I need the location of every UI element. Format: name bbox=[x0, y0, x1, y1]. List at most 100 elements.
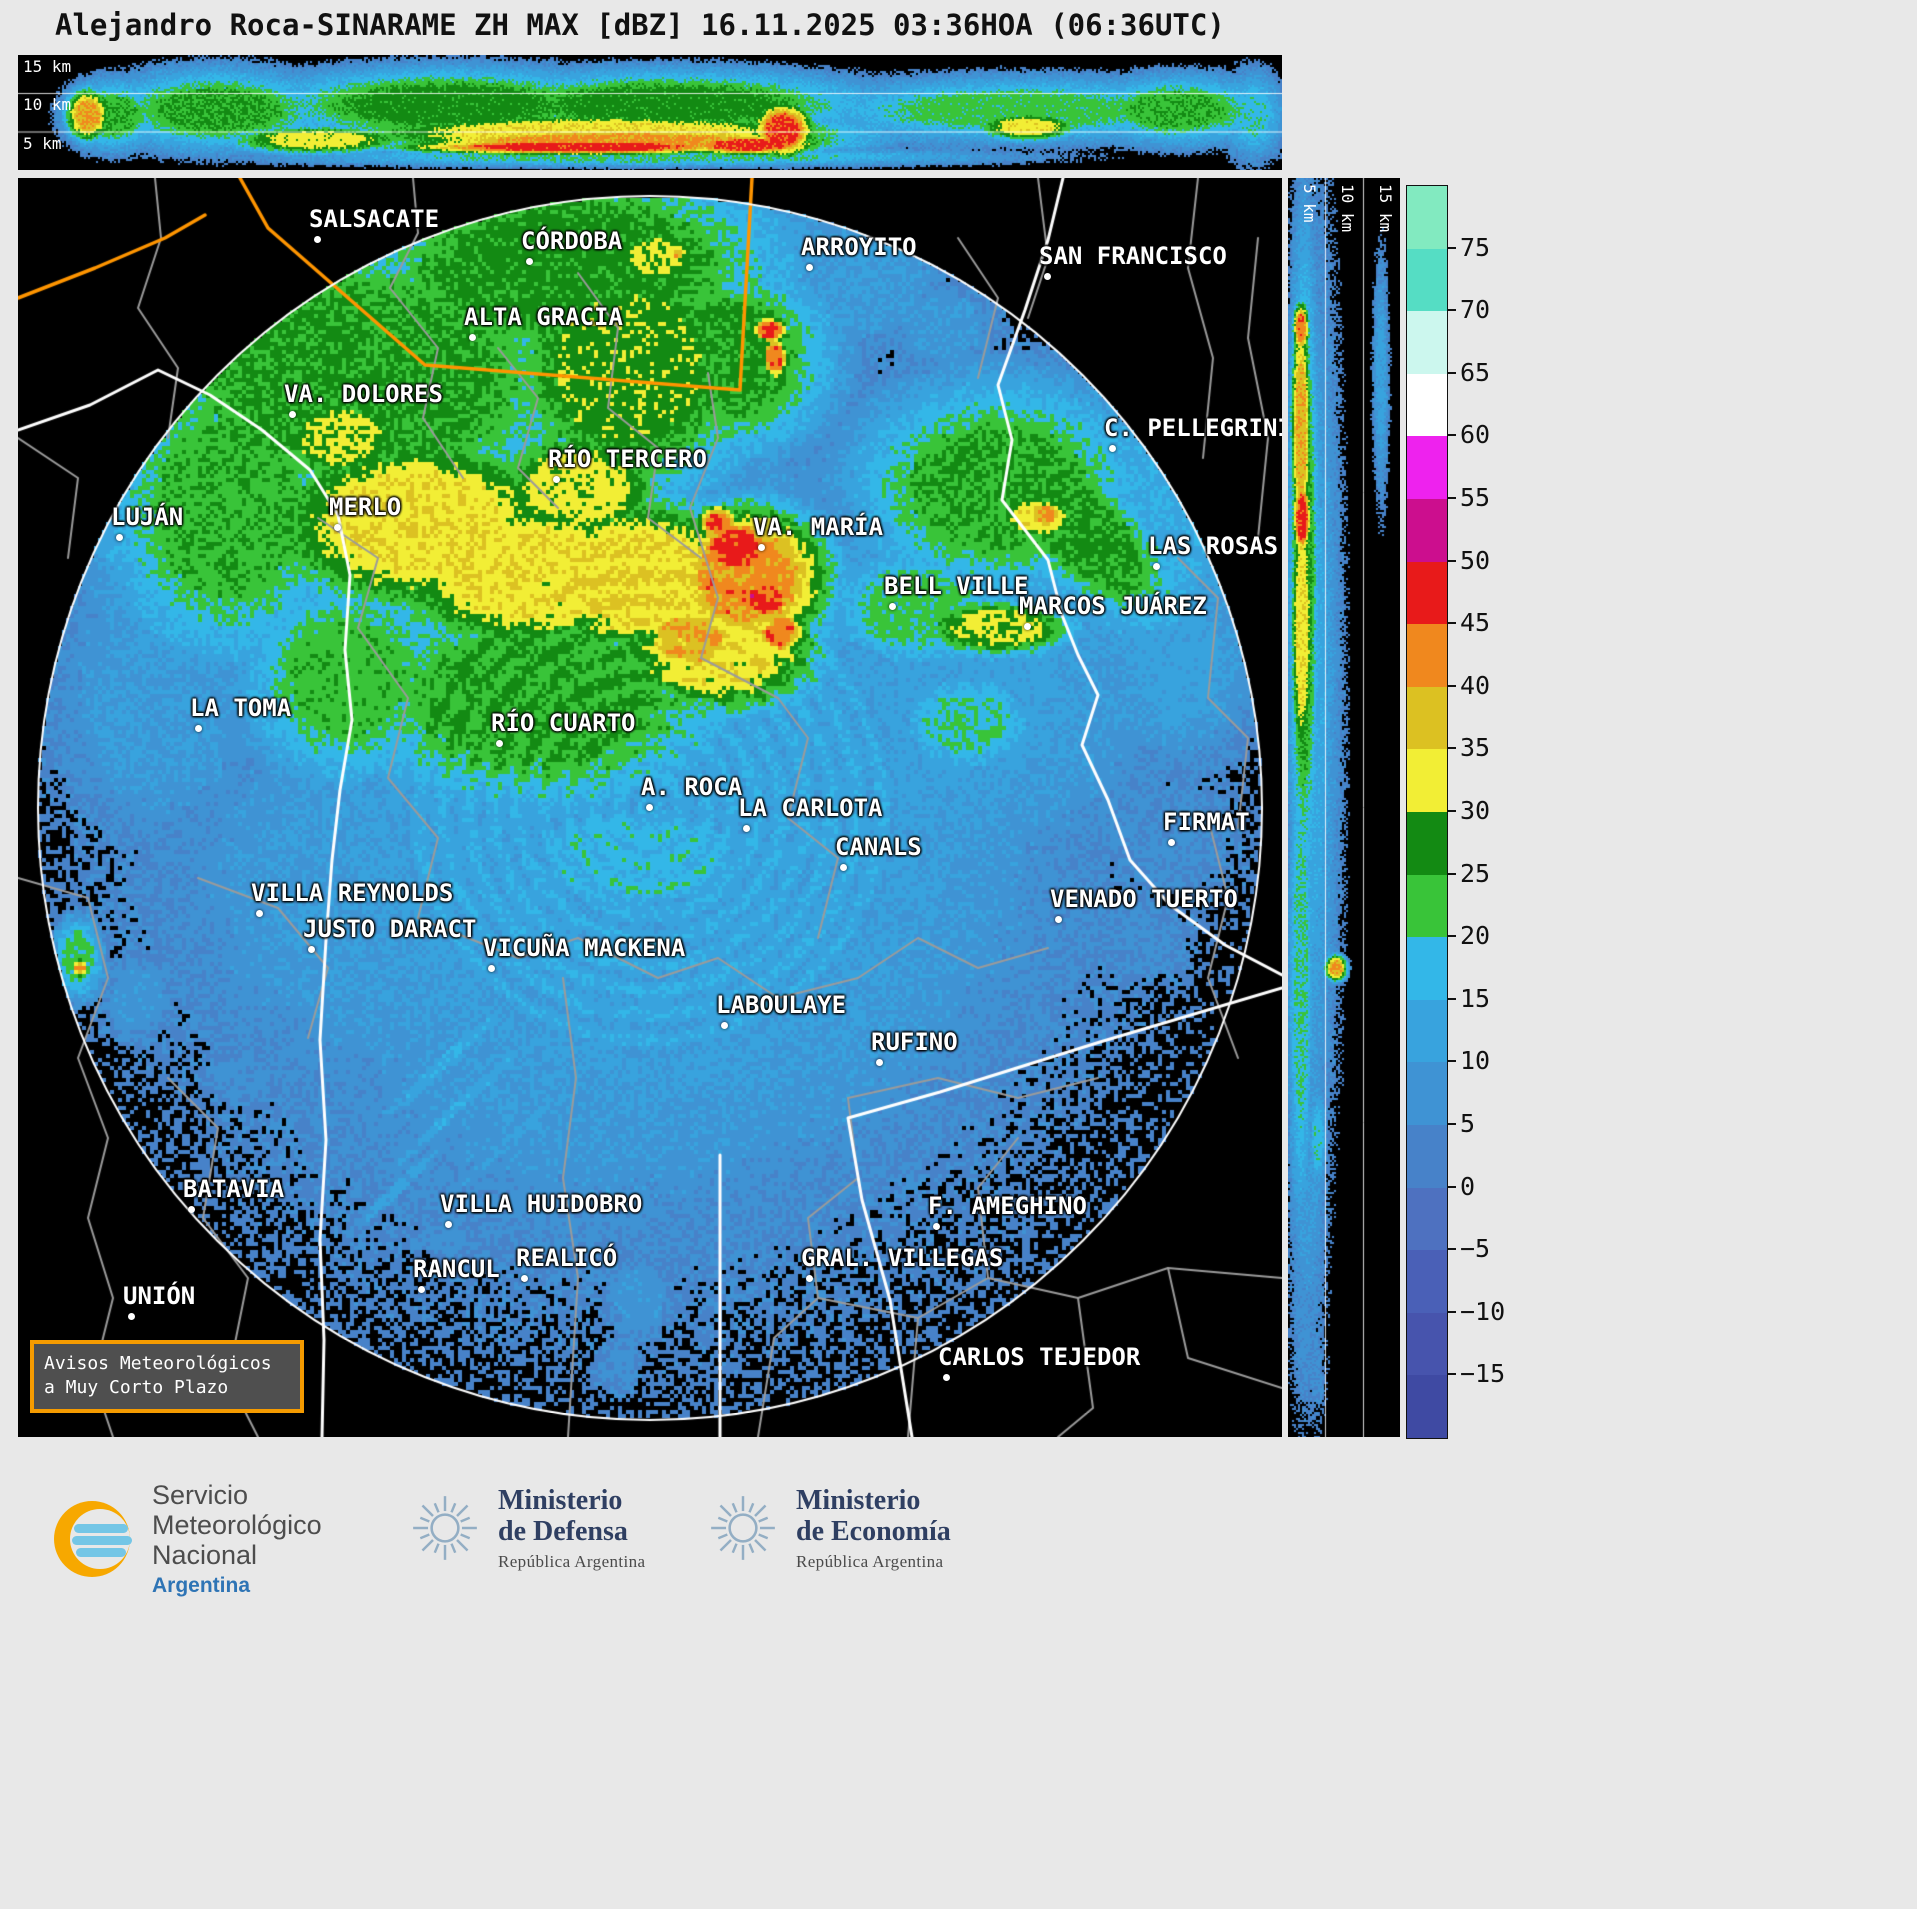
colorbar-segment bbox=[1407, 999, 1447, 1063]
warning-box: Avisos Meteorológicos a Muy Corto Plazo bbox=[30, 1340, 304, 1413]
city-label: SALSACATE bbox=[309, 205, 440, 233]
city-dot-icon bbox=[743, 825, 750, 832]
city-label: REALICÓ bbox=[516, 1244, 618, 1272]
city-label: ALTA GRACIA bbox=[464, 303, 623, 331]
city-marker: GRAL. VILLEGAS bbox=[801, 1244, 1003, 1282]
colorbar-tick-label: 30 bbox=[1460, 796, 1491, 825]
colorbar-tick-mark bbox=[1447, 872, 1456, 875]
city-dot-icon bbox=[256, 910, 263, 917]
city-dot-icon bbox=[721, 1022, 728, 1029]
city-label: CÓRDOBA bbox=[521, 227, 623, 255]
city-label: FIRMAT bbox=[1163, 808, 1250, 836]
city-dot-icon bbox=[418, 1286, 425, 1293]
colorbar-segment bbox=[1407, 874, 1447, 938]
colorbar-segment bbox=[1407, 1375, 1447, 1438]
city-label: LAS ROSAS bbox=[1148, 532, 1279, 560]
colorbar-segment bbox=[1407, 1250, 1447, 1313]
colorbar-segment bbox=[1407, 561, 1447, 625]
city-label: RÍO CUARTO bbox=[491, 709, 636, 737]
city-marker: LA TOMA bbox=[190, 694, 291, 732]
right-cross-section-panel: 5 km 10 km 15 km bbox=[1288, 178, 1400, 1437]
defensa-line3: República Argentina bbox=[498, 1551, 646, 1571]
city-marker: LABOULAYE bbox=[716, 991, 846, 1029]
city-marker: BATAVIA bbox=[183, 1175, 284, 1213]
city-label: BELL VILLE bbox=[884, 572, 1029, 600]
city-dot-icon bbox=[334, 524, 341, 531]
city-dot-icon bbox=[1055, 916, 1062, 923]
sun-ray bbox=[419, 1516, 430, 1524]
city-label: RÍO TERCERO bbox=[548, 445, 707, 473]
smn-text: Servicio Meteorológico Nacional Argentin… bbox=[152, 1480, 322, 1598]
colorbar-tick-mark bbox=[1447, 559, 1456, 562]
colorbar-segment bbox=[1407, 686, 1447, 750]
smn-line4: Argentina bbox=[152, 1573, 251, 1597]
sun-ray bbox=[731, 1503, 738, 1514]
colorbar-segment bbox=[1407, 749, 1447, 812]
colorbar-tick-mark bbox=[1447, 1060, 1456, 1063]
smn-logo-block: Servicio Meteorológico Nacional Argentin… bbox=[52, 1480, 322, 1598]
city-marker: ARROYITO bbox=[801, 233, 917, 271]
colorbar-tick-label: 5 bbox=[1460, 1109, 1476, 1138]
city-dot-icon bbox=[943, 1374, 950, 1381]
city-dot-icon bbox=[128, 1313, 135, 1320]
city-label: VICUÑA MACKENA bbox=[483, 934, 686, 962]
city-label: VA. DOLORES bbox=[284, 380, 443, 408]
defensa-text: Ministerio de Defensa República Argentin… bbox=[498, 1485, 646, 1572]
colorbar-tick-mark bbox=[1447, 747, 1456, 750]
colorbar-tick-mark bbox=[1447, 810, 1456, 812]
colorbar-segment bbox=[1407, 436, 1447, 499]
colorbar-tick-label: 60 bbox=[1460, 420, 1491, 450]
sun-ray bbox=[456, 1539, 469, 1552]
city-dot-icon bbox=[553, 476, 560, 483]
sun-ray bbox=[450, 1543, 457, 1554]
colorbar-segment bbox=[1407, 248, 1447, 312]
city-dot-icon bbox=[840, 864, 847, 871]
sun-ray bbox=[419, 1533, 430, 1540]
sun-ray bbox=[717, 1533, 728, 1540]
city-dot-icon bbox=[469, 334, 476, 341]
right-cross-section-canvas bbox=[1288, 178, 1400, 1437]
sun-ray bbox=[433, 1503, 440, 1514]
colorbar-tick-label: 20 bbox=[1460, 921, 1491, 951]
colorbar-tick-mark bbox=[1447, 997, 1456, 1000]
colorbar-tick-mark bbox=[1447, 1248, 1456, 1251]
colorbar-segment bbox=[1407, 311, 1447, 374]
colorbar-segment bbox=[1407, 1062, 1447, 1125]
colorbar-tick-label: 40 bbox=[1460, 670, 1491, 700]
city-marker: CARLOS TEJEDOR bbox=[938, 1343, 1140, 1381]
city-label: UNIÓN bbox=[123, 1282, 196, 1310]
sun-ray bbox=[731, 1543, 738, 1554]
city-label: C. PELLEGRINI bbox=[1104, 414, 1282, 442]
economia-line2: de Economía bbox=[796, 1516, 951, 1548]
sun-ray bbox=[719, 1539, 732, 1552]
city-marker: CANALS bbox=[835, 833, 922, 871]
city-label: RANCUL bbox=[413, 1255, 500, 1283]
city-label: CARLOS TEJEDOR bbox=[938, 1343, 1141, 1371]
city-label: GRAL. VILLEGAS bbox=[801, 1244, 1004, 1272]
colorbar-tick-label: 50 bbox=[1460, 545, 1491, 575]
city-marker: SALSACATE bbox=[309, 205, 439, 243]
sun-ray bbox=[754, 1539, 767, 1552]
city-dot-icon bbox=[806, 1275, 813, 1282]
city-marker: REALICÓ bbox=[516, 1244, 617, 1282]
city-marker: UNIÓN bbox=[123, 1282, 195, 1320]
colorbar-tick-label: 25 bbox=[1460, 858, 1491, 888]
city-marker: LAS ROSAS bbox=[1148, 532, 1278, 570]
height-tick-label: 5 km bbox=[1300, 184, 1319, 223]
colorbar-segment bbox=[1407, 373, 1447, 437]
city-dot-icon bbox=[116, 534, 123, 541]
city-label: VILLA REYNOLDS bbox=[251, 879, 454, 907]
colorbar-tick-label: 55 bbox=[1460, 483, 1491, 512]
economia-line3: República Argentina bbox=[796, 1551, 944, 1571]
city-marker: VA. DOLORES bbox=[284, 380, 443, 418]
sun-ray bbox=[717, 1516, 728, 1524]
colorbar-segment bbox=[1407, 1312, 1447, 1376]
sun-ray bbox=[460, 1516, 471, 1524]
sun-ray bbox=[460, 1533, 471, 1540]
city-label: CANALS bbox=[835, 833, 922, 861]
top-cross-section-panel: 15 km 10 km 5 km bbox=[18, 55, 1282, 170]
sun-ray bbox=[754, 1504, 767, 1518]
colorbar-tick-mark bbox=[1447, 309, 1456, 312]
city-dot-icon bbox=[521, 1275, 528, 1282]
